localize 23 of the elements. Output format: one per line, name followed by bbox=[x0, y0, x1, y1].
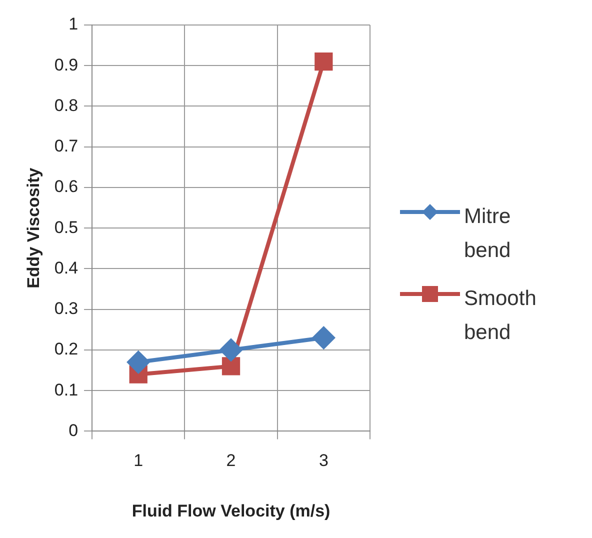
point bbox=[312, 326, 335, 349]
y-tick-label: 0.8 bbox=[54, 96, 78, 115]
y-tick-label: 0 bbox=[68, 420, 78, 440]
x-axis-title: Fluid Flow Velocity (m/s) bbox=[132, 501, 330, 520]
y-tick-label: 0.4 bbox=[54, 258, 78, 278]
y-tick-label: 1 bbox=[68, 14, 78, 34]
x-tick-label: 1 bbox=[134, 451, 144, 470]
x-tick-label: 2 bbox=[226, 451, 236, 470]
y-tick-label: 0.9 bbox=[54, 55, 78, 74]
point bbox=[220, 338, 242, 361]
x-tick-label: 3 bbox=[318, 451, 328, 470]
y-tick-label: 0.6 bbox=[54, 177, 78, 196]
point bbox=[314, 52, 333, 71]
y-tick-label: 0.5 bbox=[54, 218, 78, 237]
y-tick-label: 0.1 bbox=[54, 380, 78, 400]
legend-label: Smooth bend bbox=[464, 286, 538, 346]
y-tick-label: 0.3 bbox=[54, 299, 78, 318]
point bbox=[127, 351, 150, 374]
y-tick-label: 0.7 bbox=[54, 136, 78, 156]
y-tick-label: 0.2 bbox=[54, 340, 78, 359]
legend-label: Mitre bend bbox=[464, 204, 512, 264]
point bbox=[222, 357, 240, 376]
y-axis-title: Eddy Viscosity bbox=[24, 167, 43, 288]
